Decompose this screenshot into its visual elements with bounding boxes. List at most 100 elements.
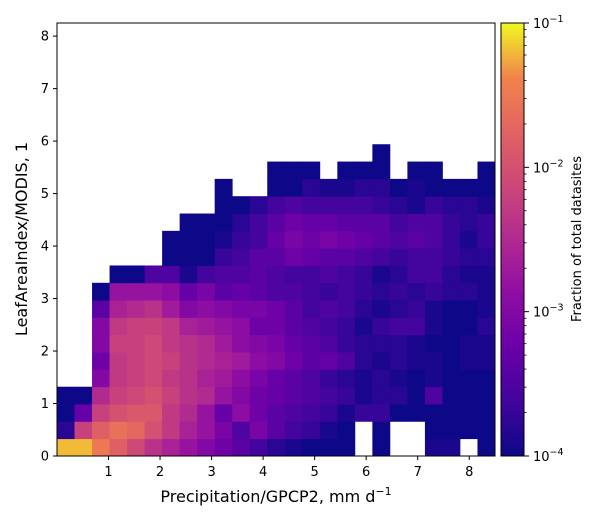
heatmap-cell xyxy=(249,196,268,214)
x-tick-label: 4 xyxy=(259,465,267,480)
heatmap-cell xyxy=(319,438,338,457)
heatmap-cell xyxy=(267,438,286,457)
heatmap-cell xyxy=(302,230,321,249)
heatmap-cell xyxy=(372,404,391,422)
heatmap-cell xyxy=(249,334,268,353)
heatmap-cell xyxy=(197,369,216,388)
heatmap-cell xyxy=(249,369,268,388)
heatmap-cell xyxy=(284,230,303,249)
heatmap-cell xyxy=(319,265,338,284)
heatmap-cell xyxy=(407,334,426,353)
heatmap-cell xyxy=(337,334,356,353)
heatmap-cell xyxy=(442,265,461,284)
heatmap-cell xyxy=(442,421,461,440)
heatmap-cell xyxy=(389,213,408,232)
heatmap-cell xyxy=(459,352,478,370)
heatmap-cell xyxy=(127,300,145,318)
heatmap-cell xyxy=(319,196,338,214)
heatmap-cell xyxy=(232,386,251,405)
heatmap-cell xyxy=(179,386,198,405)
heatmap-cell xyxy=(302,213,321,232)
heatmap-cell xyxy=(284,300,303,318)
heatmap-cell xyxy=(249,352,268,370)
heatmap-cell xyxy=(214,282,233,301)
heatmap-cell xyxy=(162,300,181,318)
heatmap-cell xyxy=(284,369,303,388)
heatmap-cell xyxy=(459,334,478,353)
heatmap-cell xyxy=(424,334,443,353)
heatmap-cell xyxy=(319,300,338,318)
heatmap-cell xyxy=(267,300,286,318)
x-tick-label: 1 xyxy=(104,465,112,480)
heatmap-cell xyxy=(144,317,163,336)
heatmap-cell xyxy=(319,282,338,301)
heatmap-cell xyxy=(127,438,145,457)
heatmap-cell xyxy=(92,369,110,388)
heatmap-cell xyxy=(424,230,443,249)
heatmap-cell xyxy=(459,178,478,197)
x-tick-label: 5 xyxy=(311,465,319,480)
heatmap-cell xyxy=(162,230,181,249)
heatmap-cell xyxy=(144,369,163,388)
heatmap-cell xyxy=(302,248,321,266)
heatmap-cell xyxy=(389,369,408,388)
heatmap-cell xyxy=(407,265,426,284)
heatmap-cell xyxy=(459,421,478,440)
heatmap-cell xyxy=(407,230,426,249)
heatmap-cell xyxy=(477,438,496,457)
heatmap-cell xyxy=(197,300,216,318)
heatmap-cell xyxy=(162,369,181,388)
x-tick-label: 7 xyxy=(414,465,422,480)
heatmap-cell xyxy=(389,196,408,214)
heatmap-cell xyxy=(389,334,408,353)
heatmap-cell xyxy=(477,369,496,388)
heatmap-cell xyxy=(179,317,198,336)
heatmap-cell xyxy=(144,334,163,353)
heatmap-cell xyxy=(267,334,286,353)
heatmap-cell xyxy=(477,300,496,318)
heatmap-cell xyxy=(302,161,321,180)
heatmap-cell xyxy=(407,282,426,301)
y-axis-label: LeafAreaIndex/MODIS, 1 xyxy=(12,142,31,336)
heatmap-cell xyxy=(162,265,181,284)
heatmap-cell xyxy=(162,404,181,422)
heatmap-cell xyxy=(407,369,426,388)
heatmap-cell xyxy=(232,265,251,284)
heatmap-cell xyxy=(144,352,163,370)
heatmap-cell xyxy=(109,300,128,318)
heatmap-cell xyxy=(442,334,461,353)
y-tick-label: 2 xyxy=(41,345,49,360)
heatmap-cell xyxy=(442,196,461,214)
heatmap-cell xyxy=(424,404,443,422)
heatmap-cell xyxy=(144,265,163,284)
heatmap-cell xyxy=(109,352,128,370)
x-axis: 1 2 3 4 5 6 7 8 xyxy=(104,456,473,480)
heatmap-cell xyxy=(267,369,286,388)
heatmap-cell xyxy=(267,421,286,440)
heatmap-cell xyxy=(144,421,163,440)
heatmap-cell xyxy=(424,386,443,405)
heatmap-cell xyxy=(249,300,268,318)
heatmap-cell xyxy=(319,386,338,405)
heatmap-cell xyxy=(354,213,373,232)
colorbar-tick-label: 10−3 xyxy=(533,303,564,321)
heatmap-cell xyxy=(127,334,145,353)
heatmap-cell xyxy=(337,369,356,388)
heatmap-cell xyxy=(144,386,163,405)
heatmap-cell xyxy=(319,317,338,336)
heatmap-cell xyxy=(144,404,163,422)
heatmap-cell xyxy=(354,178,373,197)
heatmap-cell xyxy=(267,161,286,180)
heatmap-cell xyxy=(74,438,93,457)
heatmap-cell xyxy=(197,386,216,405)
heatmap-cell xyxy=(267,230,286,249)
colorbar-label: Fraction of total datasites xyxy=(570,156,585,322)
heatmap-cell xyxy=(459,230,478,249)
heatmap-cell xyxy=(214,334,233,353)
heatmap-cell xyxy=(197,282,216,301)
heatmap-cell xyxy=(424,213,443,232)
heatmap-cell xyxy=(389,386,408,405)
heatmap-cell xyxy=(302,317,321,336)
heatmap-cell xyxy=(302,369,321,388)
heatmap-cell xyxy=(284,213,303,232)
